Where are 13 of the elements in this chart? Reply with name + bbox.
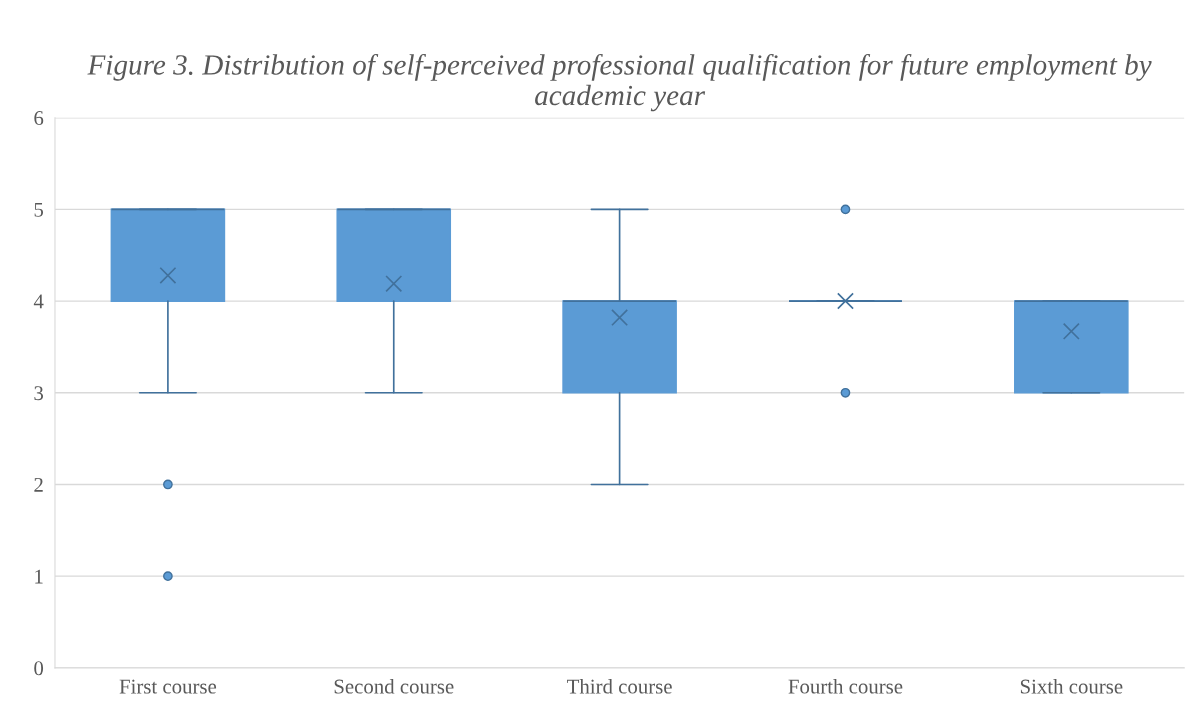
x-tick-label: Fourth course	[788, 678, 903, 694]
y-tick-label: 1	[35, 569, 43, 584]
chart-title: Figure 3. Distribution of self-perceived professional qualification for future employment by academic year	[87, 53, 1152, 112]
x-tick-label: Sixth course	[1020, 678, 1123, 694]
y-tick-label: 6	[34, 111, 44, 126]
x-tick-label: Second course	[334, 678, 454, 694]
y-tick-label: 2	[34, 477, 43, 492]
y-tick-label: 0	[34, 661, 44, 676]
x-tick-label: First course	[119, 679, 217, 694]
y-tick-label: 5	[34, 202, 44, 217]
x-tick-label: Third course	[567, 678, 672, 694]
y-tick-label: 3	[34, 386, 44, 401]
y-tick-label: 4	[33, 294, 44, 309]
